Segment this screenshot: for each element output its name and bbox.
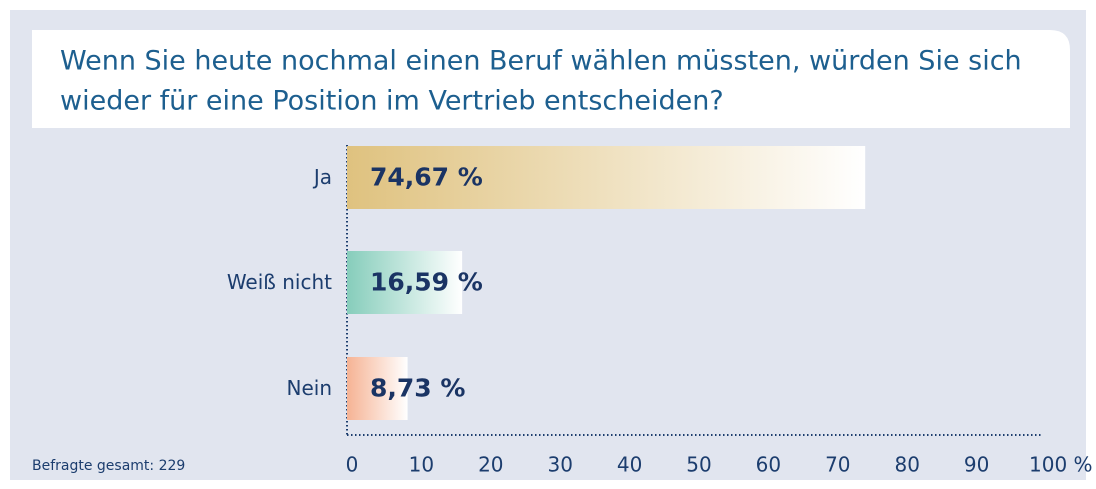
category-label: Nein (287, 376, 333, 400)
title-box (32, 30, 1070, 128)
x-tick-label: 100 % (1029, 453, 1093, 477)
x-tick-label: 20 (478, 453, 503, 477)
x-tick-label: 60 (756, 453, 781, 477)
value-label: 8,73 % (370, 374, 465, 403)
x-tick-label: 40 (617, 453, 642, 477)
x-tick-label: 10 (409, 453, 434, 477)
x-tick-label: 70 (825, 453, 850, 477)
x-tick-label: 0 (346, 453, 359, 477)
chart-title: wieder für eine Position im Vertrieb ent… (60, 86, 724, 117)
footnote: Befragte gesamt: 229 (32, 458, 185, 474)
x-tick-label: 90 (964, 453, 989, 477)
bar (347, 357, 408, 420)
x-tick-label: 50 (686, 453, 711, 477)
x-tick-label: 80 (894, 453, 919, 477)
bar (347, 251, 463, 314)
value-label: 74,67 % (370, 163, 483, 192)
category-label: Weiß nicht (227, 270, 332, 294)
bar (347, 146, 866, 209)
x-tick-label: 30 (547, 453, 572, 477)
category-label: Ja (312, 165, 332, 189)
chart-title: Wenn Sie heute nochmal einen Beruf wähle… (60, 46, 1022, 77)
value-label: 16,59 % (370, 268, 483, 297)
